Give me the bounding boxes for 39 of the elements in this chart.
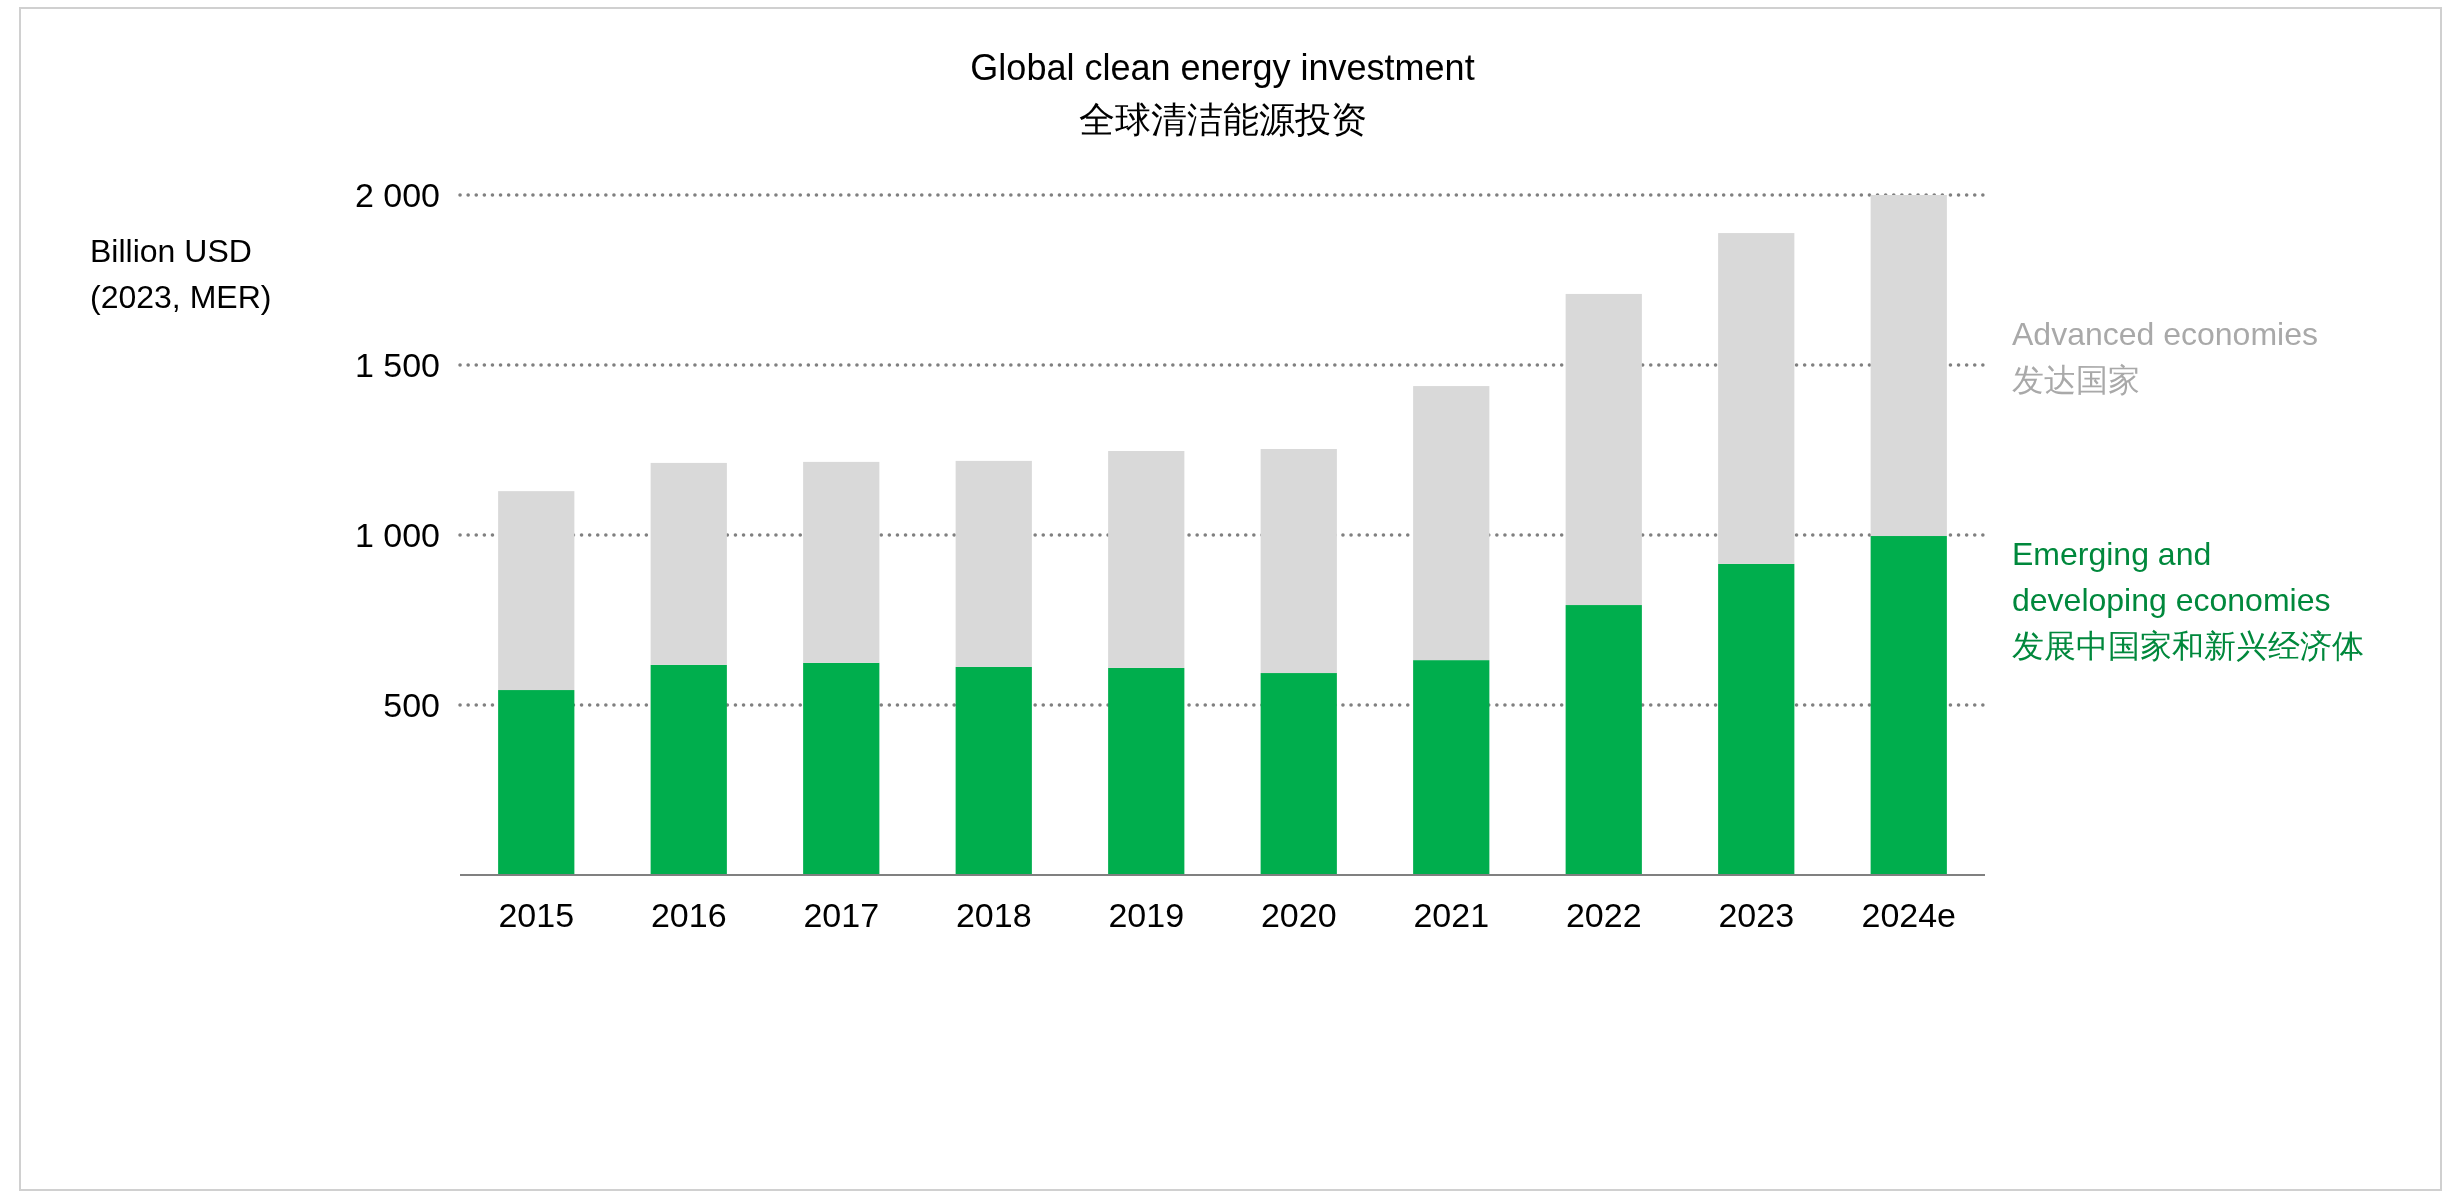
bar: [1260, 673, 1337, 875]
y-tick-label: 1 500: [354, 346, 440, 384]
bar: [1565, 293, 1642, 606]
bar: [1108, 451, 1185, 668]
bar: [1565, 605, 1642, 875]
bar: [498, 690, 575, 875]
bar: [498, 491, 575, 691]
bar: [650, 462, 727, 665]
x-tick-label: 2019: [1108, 896, 1185, 934]
x-tick-label: 2017: [803, 896, 880, 934]
y-tick-label: 1 000: [354, 516, 440, 554]
x-tick-label: 2018: [955, 896, 1032, 934]
bar: [1108, 667, 1185, 875]
bar: [650, 664, 727, 875]
chart-title: Global clean energy investment: [970, 47, 1475, 88]
x-tick-label: 2024e: [1861, 896, 1957, 934]
x-tick-label: 2015: [498, 896, 575, 934]
y-tick-label: 2 000: [354, 176, 440, 214]
bar: [1718, 233, 1795, 564]
bar: [803, 461, 880, 663]
bar: [1413, 660, 1490, 875]
x-tick-label: 2021: [1413, 896, 1490, 934]
bar: [1870, 195, 1947, 537]
text: Emerging and developing economies 发展中国家和新兴经济体: [2012, 536, 2364, 664]
bar: [955, 666, 1032, 875]
bar: [1413, 386, 1490, 661]
y-tick-label: 500: [383, 686, 440, 724]
chart-subtitle: 全球清洁能源投资: [1078, 99, 1367, 140]
x-tick-label: 2022: [1565, 896, 1642, 934]
y-axis-title: Billion USD (2023, MER): [90, 233, 272, 315]
bar: [1718, 563, 1795, 875]
bar: [955, 460, 1032, 667]
bar: [803, 662, 880, 875]
x-tick-label: 2023: [1718, 896, 1795, 934]
x-tick-label: 2016: [650, 896, 727, 934]
bar: [1260, 448, 1337, 674]
text: Advanced economies 发达国家: [2012, 316, 2318, 398]
x-tick-label: 2020: [1260, 896, 1337, 934]
bar: [1870, 536, 1947, 875]
